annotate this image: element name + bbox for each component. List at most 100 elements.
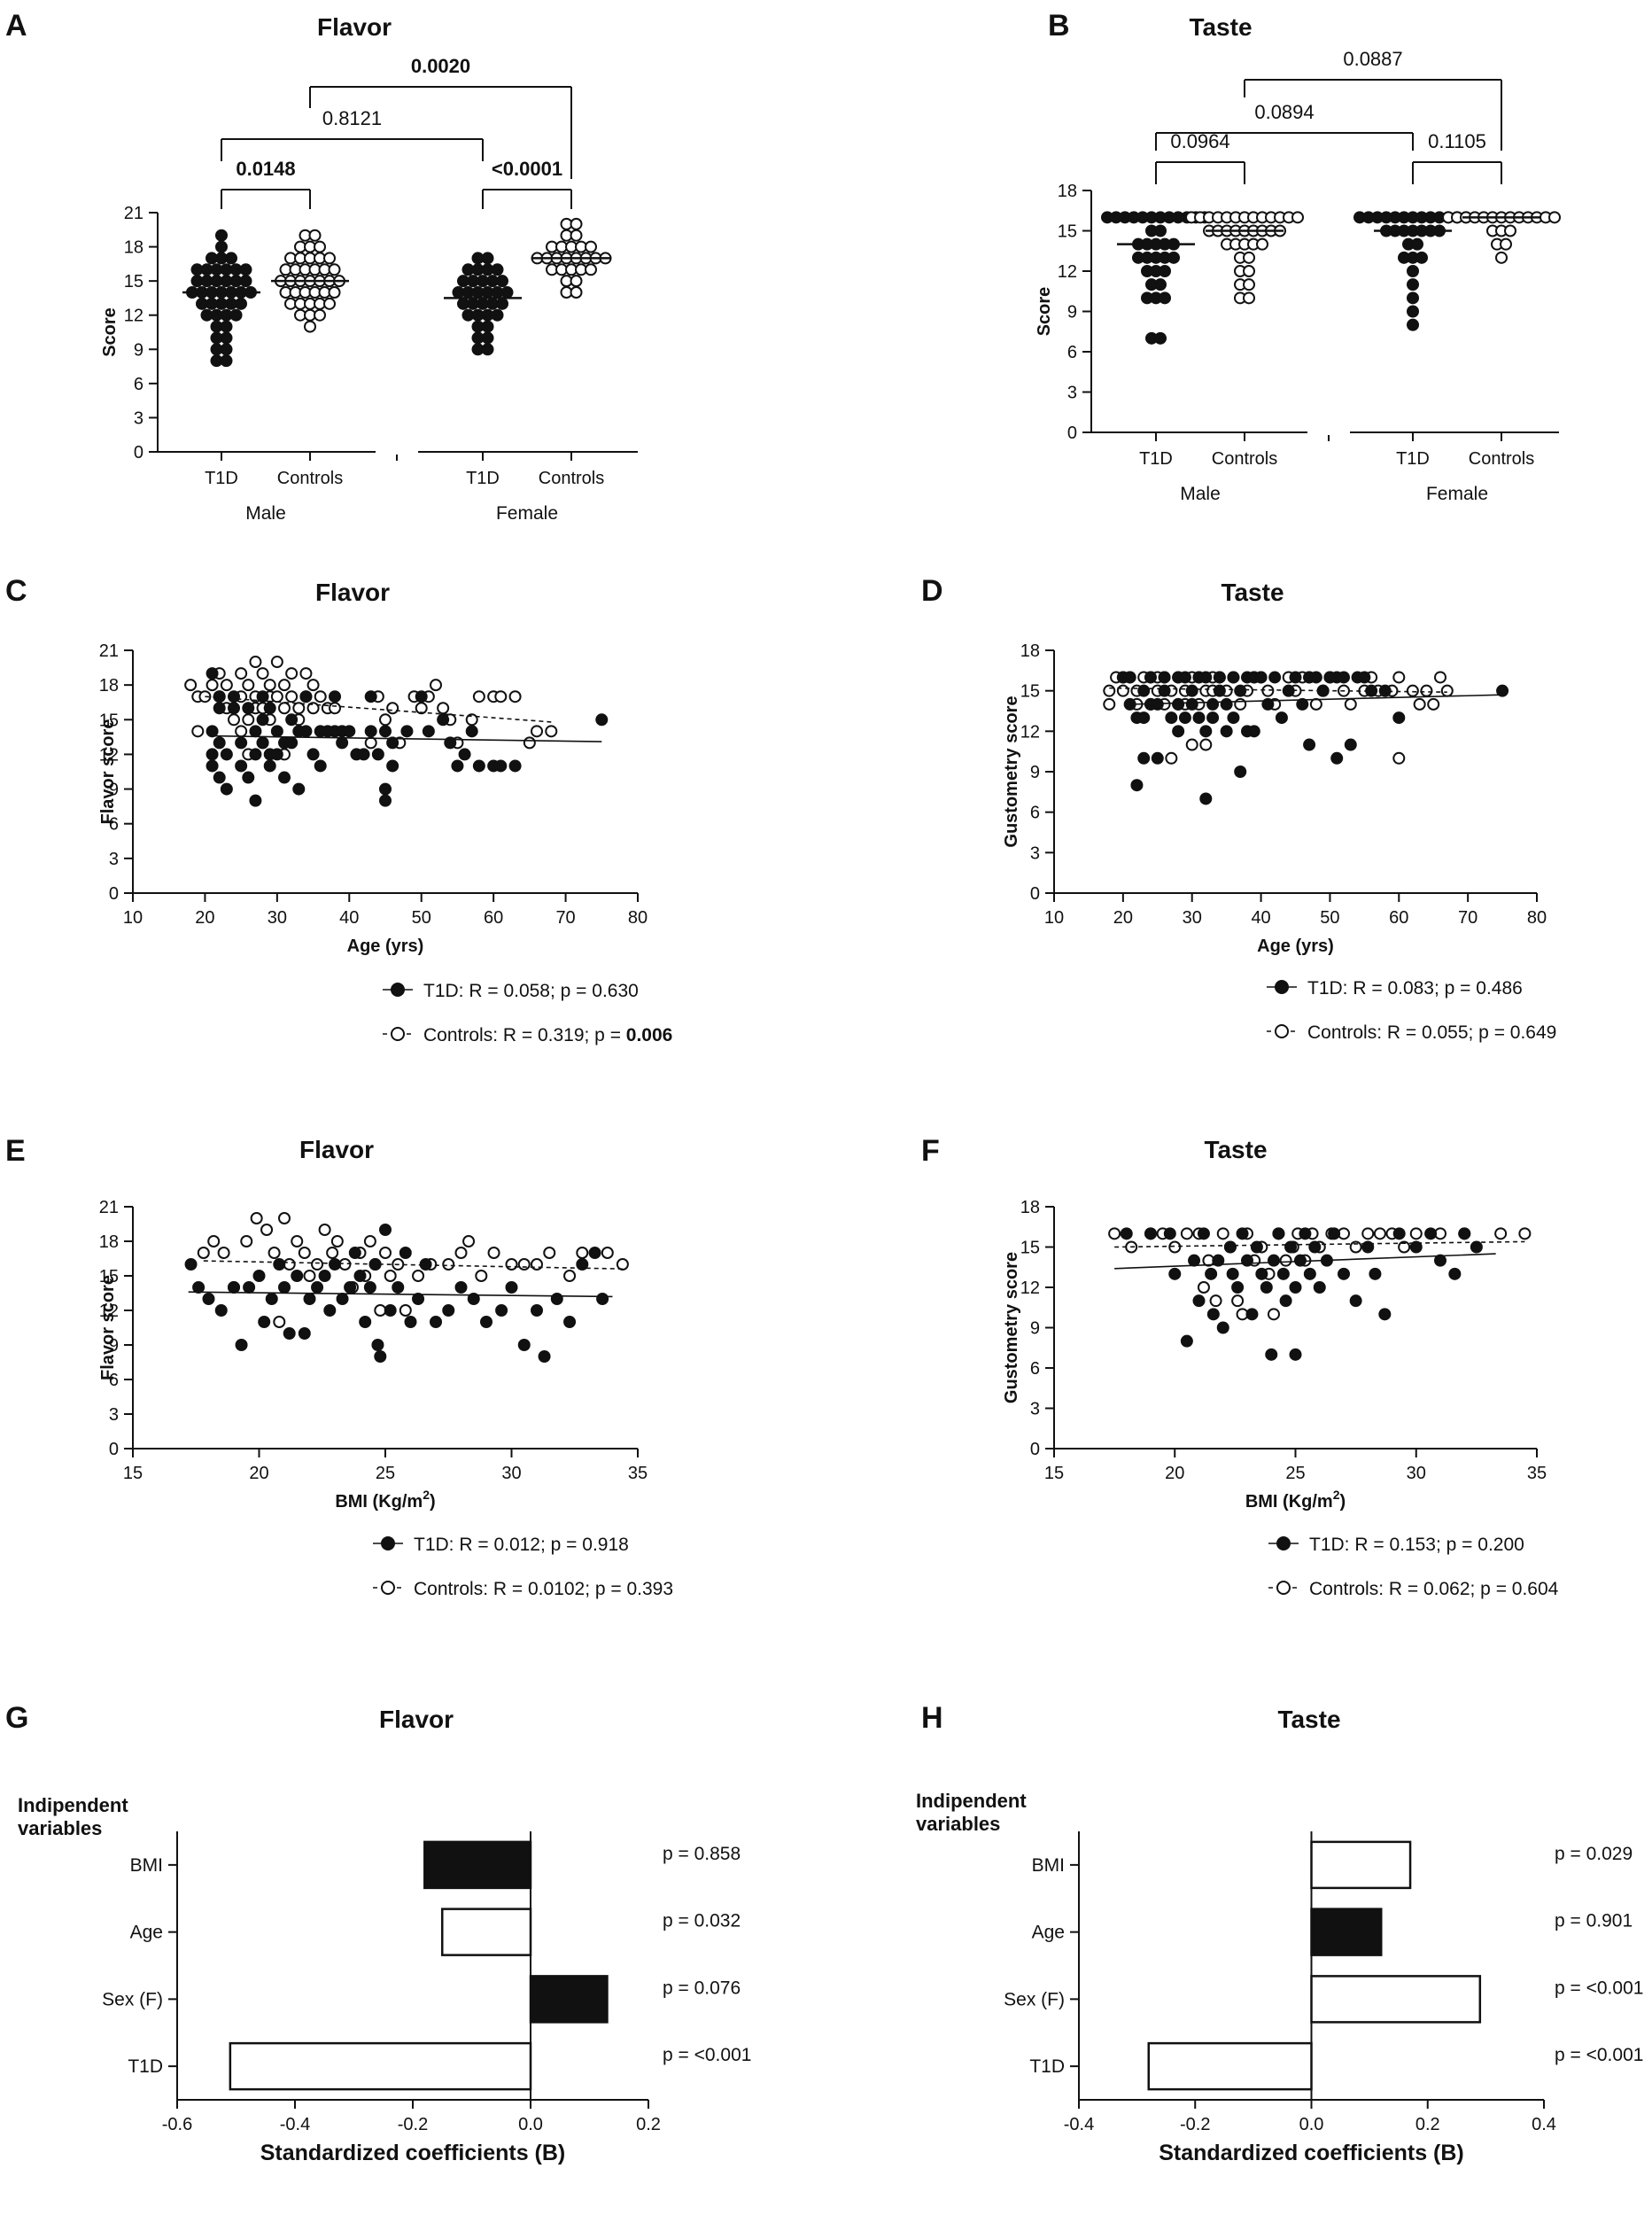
data-point <box>202 1293 215 1305</box>
y-tick-label: 12 <box>1058 262 1077 282</box>
data-point <box>256 713 269 727</box>
data-point <box>1458 1227 1471 1240</box>
panel-f: Taste Gustometry score BMI (Kg/m2) 0 3 6 9 12 15… <box>1002 1136 1559 1599</box>
data-point <box>1216 1321 1229 1334</box>
data-point <box>1197 1227 1210 1240</box>
data-point <box>1398 1240 1411 1254</box>
data-point <box>220 343 233 356</box>
x-tick-label: 25 <box>376 1464 395 1483</box>
y-tick-label: 15 <box>1020 1239 1040 1258</box>
data-point <box>256 736 269 750</box>
legend-entry: Controls: R = 0.055; p = 0.649 <box>1267 1022 1556 1043</box>
axis-break-gap <box>376 449 418 455</box>
data-point <box>1172 725 1185 738</box>
data-point <box>213 771 226 784</box>
y-tick-label: 6 <box>1030 804 1040 823</box>
data-point <box>359 1316 372 1328</box>
y-tick-label: 21 <box>99 641 119 661</box>
p-value-label: p = 0.076 <box>663 1978 741 1998</box>
data-point <box>314 308 326 322</box>
data-point <box>1349 1294 1362 1308</box>
y-tick-label: 9 <box>134 340 143 360</box>
panel-letter-f: F <box>921 1134 940 1168</box>
data-point <box>595 713 609 727</box>
data-point <box>318 1224 331 1236</box>
data-point <box>472 690 485 703</box>
data-point <box>249 725 262 738</box>
data-point <box>430 1316 442 1328</box>
y-tick-label: 6 <box>134 375 143 394</box>
data-point <box>242 771 255 784</box>
data-point <box>1548 211 1561 224</box>
data-point <box>400 725 414 738</box>
data-point <box>235 667 248 680</box>
data-point <box>379 782 392 796</box>
data-point <box>1407 305 1419 318</box>
regression-line-t1d <box>1129 694 1503 705</box>
y-tick-label: 0 <box>1067 424 1077 443</box>
data-point <box>374 1304 387 1317</box>
data-point <box>258 1316 271 1328</box>
data-point <box>1123 671 1136 684</box>
legend-marker <box>1275 1024 1289 1038</box>
bar-age <box>441 1908 532 1956</box>
data-point <box>1496 684 1509 697</box>
data-point <box>308 229 322 242</box>
legend-label: Controls: R = 0.319; p = 0.006 <box>423 1025 672 1045</box>
data-point <box>1296 697 1309 711</box>
data-point <box>531 1304 543 1317</box>
data-point <box>184 679 198 692</box>
data-point <box>1185 684 1198 697</box>
data-point <box>249 794 262 807</box>
data-point <box>1234 766 1247 778</box>
data-point <box>1154 278 1167 291</box>
x-tick-label: 50 <box>1320 908 1339 928</box>
data-point <box>291 1270 304 1282</box>
data-point <box>306 679 320 692</box>
data-point <box>249 656 262 669</box>
data-point <box>206 725 219 738</box>
data-point <box>197 1247 210 1259</box>
x-tick-label: -0.4 <box>280 2115 310 2134</box>
x-tick-label: 20 <box>1113 908 1133 928</box>
data-point <box>1227 671 1240 684</box>
data-point <box>336 1293 349 1305</box>
x-tick-label: 0.2 <box>636 2115 661 2134</box>
x-tick-label: -0.2 <box>398 2115 428 2134</box>
data-point <box>508 690 522 703</box>
x-tick-label: 0.0 <box>1299 2115 1324 2134</box>
category-label: Sex (F) <box>102 1989 163 2009</box>
data-point <box>462 1235 476 1247</box>
data-point <box>1267 1254 1280 1267</box>
data-point <box>1267 1308 1280 1321</box>
data-point <box>1209 1294 1222 1308</box>
data-point <box>1373 1227 1386 1240</box>
data-point <box>1424 1227 1438 1240</box>
data-point <box>545 725 558 738</box>
comparison-bracket: 0.0148 <box>221 158 311 209</box>
data-point <box>494 759 508 773</box>
data-point <box>318 1270 331 1282</box>
data-point <box>496 297 508 310</box>
data-point <box>192 1281 206 1294</box>
legend-label: Controls: R = 0.0102; p = 0.393 <box>414 1579 673 1599</box>
data-point <box>249 748 262 761</box>
data-point <box>1220 725 1233 738</box>
p-value-label: <0.0001 <box>492 158 562 180</box>
x-tick-label: 0.4 <box>1532 2115 1556 2134</box>
x-tick-label: -0.2 <box>1180 2115 1210 2134</box>
x-axis-label: Age (yrs) <box>347 937 424 956</box>
data-point <box>480 1316 492 1328</box>
data-point <box>1178 711 1191 725</box>
data-point <box>314 240 326 253</box>
data-point <box>517 1339 531 1351</box>
y-tick-label: 18 <box>99 1232 119 1252</box>
data-point <box>220 782 233 796</box>
data-point <box>250 1212 263 1224</box>
data-point <box>505 1281 518 1294</box>
y-tick-label: 9 <box>109 781 119 800</box>
data-point <box>531 725 543 738</box>
legend-marker <box>1276 1581 1291 1595</box>
data-point <box>1344 738 1357 751</box>
data-point <box>1409 1227 1423 1240</box>
